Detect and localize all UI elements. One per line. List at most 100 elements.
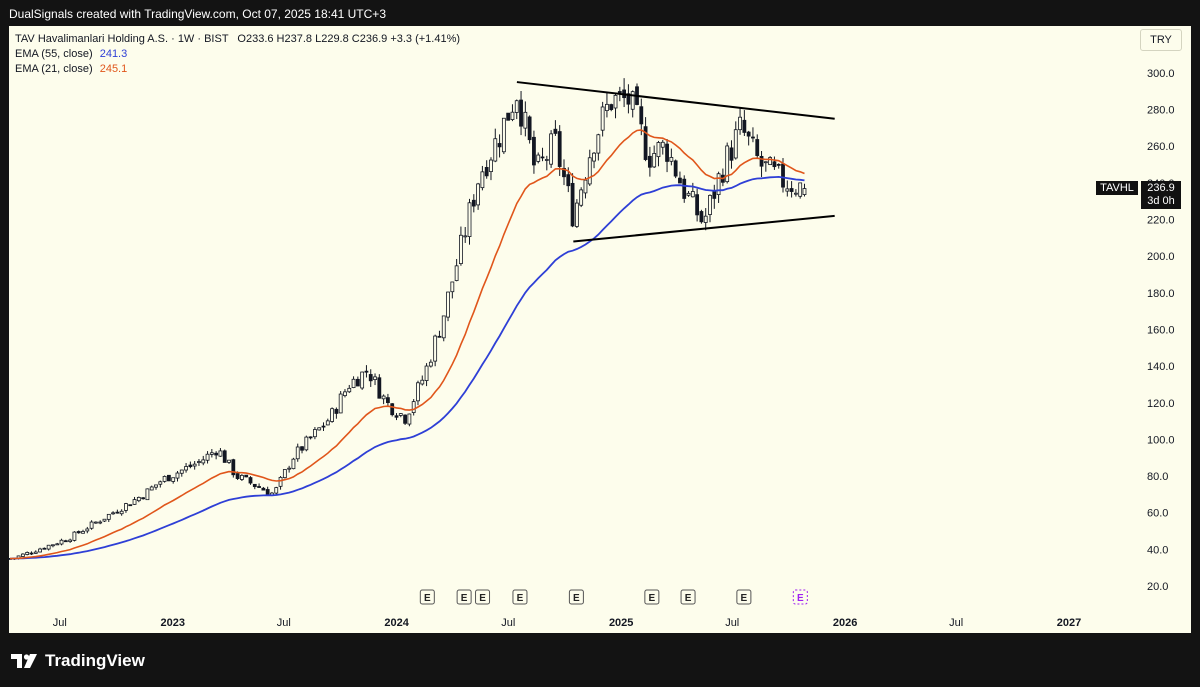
tradingview-logo[interactable]: TradingView <box>11 651 145 671</box>
candle-body <box>20 553 25 557</box>
x-tick-label: 2024 <box>384 617 409 629</box>
earnings-icon[interactable]: E <box>419 589 435 605</box>
candle-body <box>647 155 652 168</box>
earnings-icon[interactable]: E <box>680 589 696 605</box>
candle-body <box>652 153 657 168</box>
currency-button[interactable]: TRY <box>1140 29 1182 51</box>
candle-body <box>665 143 669 162</box>
candle-body <box>781 163 785 188</box>
ema55-value: 241.3 <box>99 48 128 60</box>
candle-body <box>751 136 755 139</box>
candle-body <box>480 171 485 189</box>
earnings-icon[interactable]: E <box>456 589 472 605</box>
candle-body <box>93 521 98 524</box>
candle-body <box>355 378 360 387</box>
candle-body <box>467 202 472 237</box>
ema55-line <box>9 175 805 560</box>
candle-body <box>85 528 90 532</box>
candle-body <box>420 379 425 385</box>
x-tick-label: 2027 <box>1057 617 1081 629</box>
candle-body <box>214 452 219 456</box>
candle-body <box>63 540 68 543</box>
candle-body <box>441 315 446 339</box>
candle-body <box>321 425 326 428</box>
candle-body <box>51 544 55 547</box>
candle-body <box>583 179 588 194</box>
candle-body <box>274 487 279 494</box>
candle-body <box>600 106 605 131</box>
candle-body <box>772 161 777 168</box>
candle-body <box>506 112 511 121</box>
candle-body <box>132 499 137 505</box>
candle-body <box>553 128 558 134</box>
chart-legend: TAV Havalimanlari Holding A.S. · 1W · BI… <box>15 32 460 77</box>
candle-body <box>587 157 592 185</box>
candle-body <box>609 104 614 111</box>
candle-body <box>222 450 227 463</box>
ema55-label: EMA (55, close) <box>15 48 93 60</box>
ema21-label: EMA (21, close) <box>15 63 93 75</box>
x-tick-label: Jul <box>277 617 291 629</box>
earnings-icon[interactable]: E <box>475 589 491 605</box>
earnings-icon[interactable]: E <box>736 589 752 605</box>
candle-body <box>46 544 51 550</box>
y-tick-label: 200.0 <box>1147 251 1175 263</box>
candle-body <box>390 403 395 416</box>
candle-body <box>394 415 399 418</box>
candle-body <box>145 488 150 501</box>
candle-body <box>235 473 240 479</box>
chart-area[interactable] <box>9 26 1191 633</box>
candle-body <box>695 194 700 216</box>
candle-body <box>471 199 476 207</box>
candle-body <box>179 469 184 474</box>
y-tick-label: 20.0 <box>1147 581 1168 593</box>
candle-body <box>386 397 390 404</box>
candle-body <box>536 154 541 162</box>
candle-body <box>205 453 210 461</box>
candle-body <box>368 374 373 382</box>
tradingview-brand-text: TradingView <box>45 651 145 670</box>
candle-body <box>197 461 201 463</box>
candle-body <box>364 370 369 373</box>
candle-body <box>343 391 347 397</box>
candle-body <box>566 174 571 187</box>
candle-body <box>489 159 493 173</box>
candle-body <box>682 178 687 199</box>
candle-body <box>111 512 115 515</box>
trendlines <box>516 81 835 243</box>
tradingview-logo-icon <box>11 654 37 668</box>
candle-body <box>510 111 515 120</box>
candle-body <box>686 192 691 196</box>
candle-body <box>450 281 455 293</box>
candle-body <box>802 188 807 195</box>
candle-body <box>128 504 133 507</box>
earnings-icon[interactable]: E <box>568 589 584 605</box>
candle-body <box>175 472 180 479</box>
footer-bar <box>0 633 1200 687</box>
svg-text:E: E <box>479 593 486 604</box>
y-tick-label: 180.0 <box>1147 288 1175 300</box>
candle-body <box>360 371 365 389</box>
candle-body <box>639 106 644 125</box>
candle-body <box>785 188 790 192</box>
candle-body <box>291 458 296 470</box>
candle-body <box>124 503 128 511</box>
candle-body <box>287 467 292 470</box>
candle-body <box>154 484 158 488</box>
earnings-icon[interactable]: E <box>512 589 528 605</box>
x-axis: Jul 2023 Jul 2024 Jul 2025 Jul 2026 Jul 2027 <box>53 617 1081 629</box>
candle-body <box>613 94 618 109</box>
candle-body <box>626 93 631 105</box>
candle-body <box>501 117 506 153</box>
candle-body <box>776 163 781 166</box>
x-tick-label: Jul <box>949 617 963 629</box>
earnings-icon[interactable]: E <box>644 589 660 605</box>
x-tick-label: 2023 <box>160 617 184 629</box>
y-tick-label: 60.0 <box>1147 508 1168 520</box>
candle-body <box>459 234 463 265</box>
candle-body <box>463 235 468 238</box>
earnings-icon[interactable]: E <box>792 589 808 605</box>
candle-body <box>347 387 352 393</box>
